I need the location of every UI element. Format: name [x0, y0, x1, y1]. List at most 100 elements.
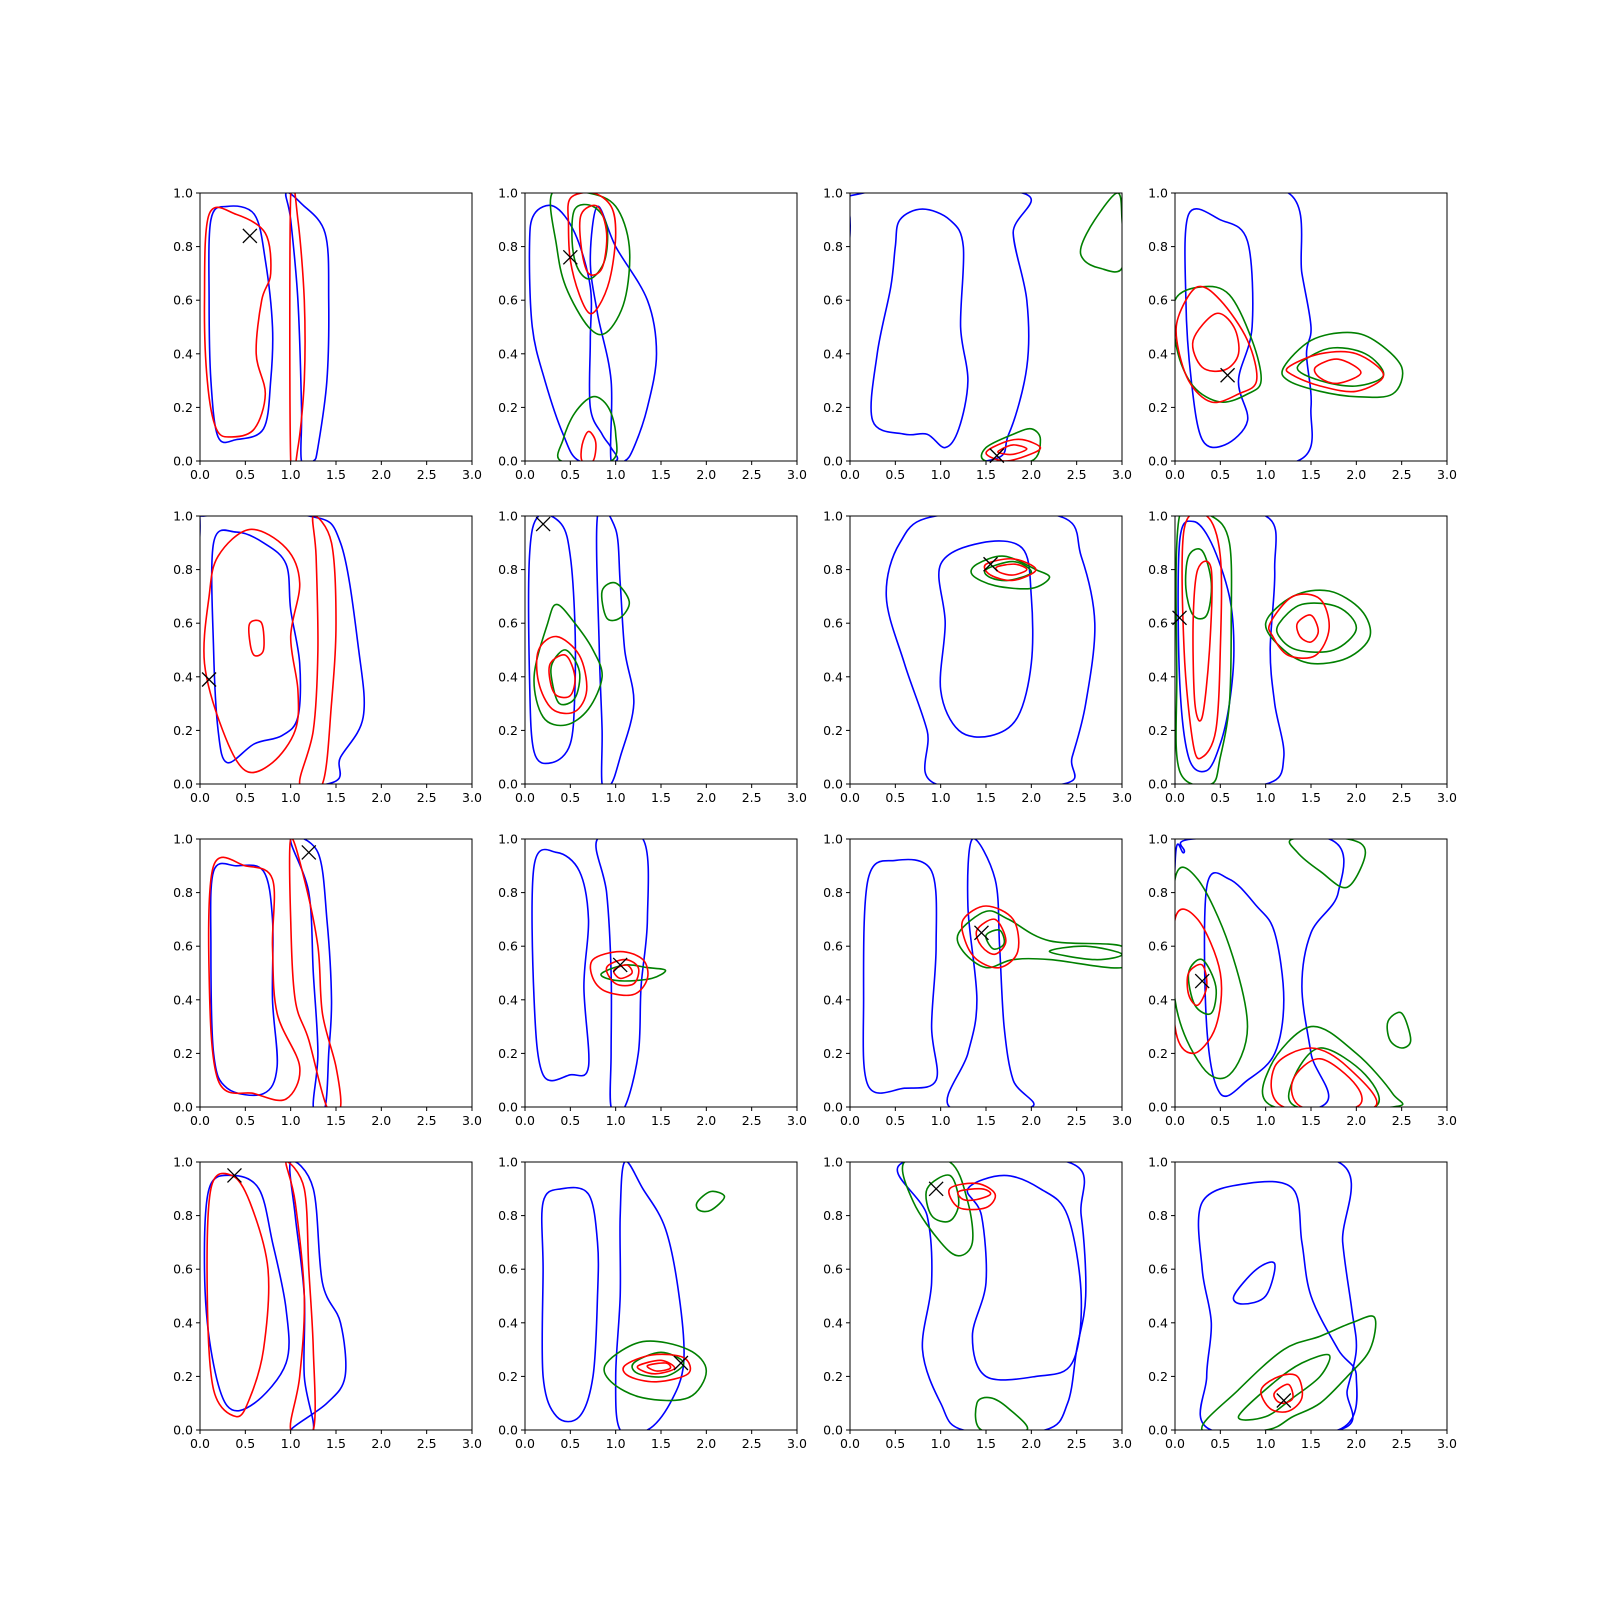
y-tick-label: 0.0 — [1148, 454, 1168, 469]
contour-green — [1079, 193, 1122, 273]
y-tick-label: 0.0 — [1148, 1423, 1168, 1438]
y-tick-label: 0.2 — [173, 400, 193, 415]
x-tick-label: 2.0 — [696, 790, 716, 805]
subplot-2-3: 0.0 0.5 1.0 1.5 2.0 2.5 3.0 0.0 0.2 0.4 0.6 0.8 1.0 — [823, 509, 1132, 806]
x-tick-label: 2.0 — [371, 1113, 391, 1128]
contour-red — [203, 528, 301, 774]
x-tick-label: 1.5 — [651, 1113, 671, 1128]
y-tick-label: 1.0 — [173, 509, 193, 524]
contour-red — [289, 193, 306, 461]
x-marker-stroke — [1194, 973, 1210, 989]
x-tick-label: 2.5 — [1392, 1436, 1412, 1451]
contour-red — [1270, 1047, 1378, 1107]
y-tick-label: 0.2 — [498, 1046, 518, 1061]
y-tick-label: 0.6 — [1148, 1262, 1168, 1277]
x-tick-label: 2.5 — [742, 1113, 762, 1128]
x-tick-label: 3.0 — [1437, 1113, 1457, 1128]
contour-red — [1313, 358, 1362, 385]
y-tick-label: 0.8 — [498, 239, 518, 254]
contour-red — [636, 1359, 676, 1375]
y-tick-label: 0.6 — [1148, 293, 1168, 308]
x-tick-label: 3.0 — [1112, 790, 1132, 805]
contour-red — [646, 1362, 672, 1372]
x-tick-label: 0.0 — [515, 1436, 535, 1451]
x-tick-label: 0.5 — [235, 467, 255, 482]
y-tick-label: 0.2 — [498, 400, 518, 415]
x-tick-label: 3.0 — [462, 790, 482, 805]
y-tick-label: 1.0 — [498, 186, 518, 201]
x-tick-label: 2.5 — [742, 790, 762, 805]
contour-red — [298, 516, 337, 784]
x-marker — [301, 844, 317, 860]
contour-group — [200, 516, 366, 784]
x-tick-label: 2.0 — [696, 1113, 716, 1128]
contour-group — [540, 1162, 726, 1430]
x-marker — [201, 672, 217, 687]
x-tick-label: 2.5 — [742, 1436, 762, 1451]
y-tick-label: 0.8 — [498, 562, 518, 577]
x-tick-label: 0.5 — [560, 790, 580, 805]
contour-green — [1201, 1315, 1377, 1430]
x-marker — [928, 1181, 944, 1197]
x-marker-stroke — [673, 1355, 689, 1371]
x-tick-label: 1.0 — [606, 467, 626, 482]
contour-group — [531, 839, 667, 1107]
subplot-4-4: 0.0 0.5 1.0 1.5 2.0 2.5 3.0 0.0 0.2 0.4 0.6 0.8 1.0 — [1148, 1155, 1457, 1452]
contour-group — [1175, 516, 1372, 784]
contour-group — [862, 839, 1122, 1107]
y-tick-label: 0.4 — [1148, 346, 1168, 361]
x-tick-label: 0.0 — [840, 467, 860, 482]
contour-group — [1175, 839, 1412, 1107]
contour-group — [203, 1162, 347, 1430]
x-marker — [226, 1167, 242, 1183]
x-marker — [989, 448, 1005, 464]
contour-red — [975, 918, 1007, 956]
subplot-3-3: 0.0 0.5 1.0 1.5 2.0 2.5 3.0 0.0 0.2 0.4 0.6 0.8 1.0 — [823, 832, 1132, 1129]
y-tick-label: 1.0 — [823, 186, 843, 201]
contour-green — [631, 1351, 685, 1378]
subplot-1-2: 0.0 0.5 1.0 1.5 2.0 2.5 3.0 0.0 0.2 0.4 0.6 0.8 1.0 — [498, 186, 807, 483]
contour-blue — [589, 205, 658, 461]
contour-group — [527, 516, 635, 784]
y-tick-label: 1.0 — [498, 509, 518, 524]
x-marker-stroke — [974, 925, 989, 941]
y-tick-label: 0.4 — [823, 346, 843, 361]
x-tick-label: 1.5 — [976, 467, 996, 482]
contour-red — [622, 1353, 692, 1383]
y-tick-label: 0.0 — [823, 1423, 843, 1438]
x-tick-label: 0.5 — [560, 1113, 580, 1128]
x-tick-label: 2.5 — [417, 1113, 437, 1128]
y-tick-label: 0.0 — [173, 777, 193, 792]
y-tick-label: 0.0 — [1148, 777, 1168, 792]
x-tick-label: 2.5 — [417, 1436, 437, 1451]
contour-red — [207, 856, 301, 1102]
x-tick-label: 2.0 — [1346, 790, 1366, 805]
x-marker — [673, 1355, 689, 1371]
contour-green — [603, 1340, 708, 1402]
x-tick-label: 2.5 — [742, 467, 762, 482]
y-tick-label: 0.6 — [173, 293, 193, 308]
x-tick-label: 1.5 — [1301, 467, 1321, 482]
x-tick-label: 2.0 — [696, 467, 716, 482]
x-tick-label: 1.5 — [326, 467, 346, 482]
axes-frame — [524, 1161, 798, 1431]
x-marker-stroke — [535, 516, 551, 532]
y-tick-label: 0.8 — [823, 562, 843, 577]
contour-blue — [614, 1162, 685, 1430]
contour-blue — [1232, 1261, 1276, 1305]
y-tick-label: 0.0 — [823, 454, 843, 469]
contour-red — [948, 1182, 997, 1211]
contour-blue — [850, 193, 1032, 461]
contour-red — [206, 1172, 270, 1418]
x-tick-label: 0.0 — [840, 1436, 860, 1451]
contour-red — [1285, 350, 1385, 393]
y-tick-label: 0.8 — [498, 1208, 518, 1223]
y-tick-label: 0.4 — [823, 992, 843, 1007]
y-tick-label: 1.0 — [498, 1155, 518, 1170]
x-marker-stroke — [242, 228, 258, 244]
contour-red — [995, 563, 1028, 576]
y-tick-label: 0.2 — [823, 1046, 843, 1061]
x-tick-label: 0.5 — [235, 1436, 255, 1451]
contour-blue — [289, 839, 333, 1107]
x-tick-label: 0.5 — [1210, 1436, 1230, 1451]
